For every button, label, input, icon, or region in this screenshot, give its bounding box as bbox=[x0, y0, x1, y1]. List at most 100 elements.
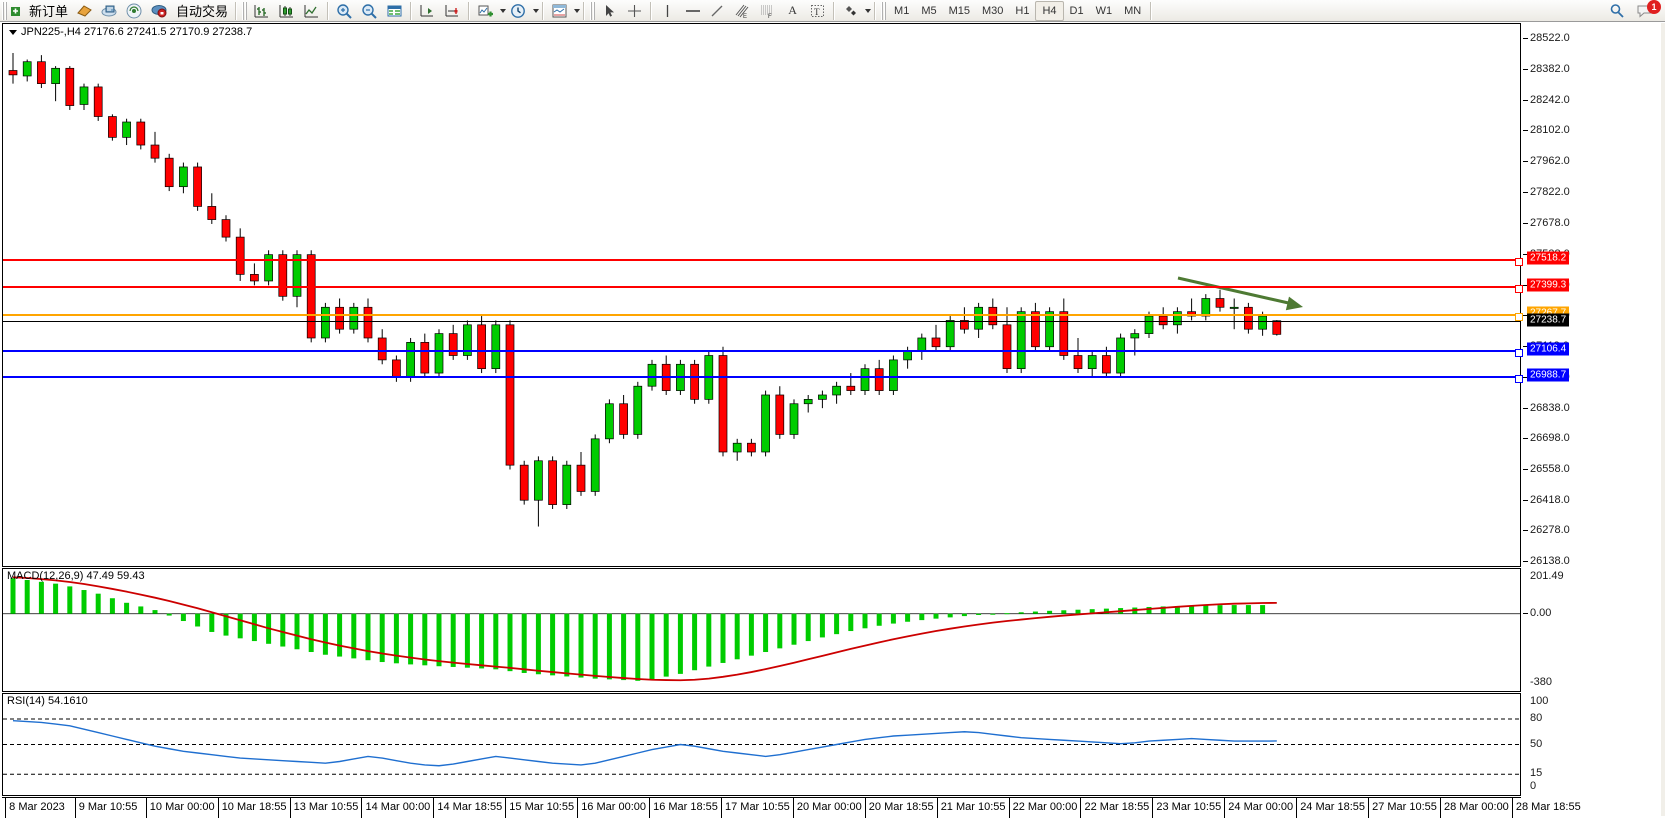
period-w1[interactable]: W1 bbox=[1095, 4, 1113, 17]
shapes-dropdown-caret[interactable] bbox=[865, 8, 872, 13]
time-axis-label: 8 Mar 2023 bbox=[9, 801, 65, 813]
expert-advisor-button[interactable] bbox=[72, 1, 97, 21]
period-m1[interactable]: M1 bbox=[894, 4, 910, 17]
search-button[interactable] bbox=[1604, 1, 1629, 21]
new-order-button[interactable] bbox=[9, 1, 25, 21]
level-line-resistance-upper[interactable] bbox=[3, 258, 1523, 267]
auto-scroll-icon bbox=[420, 4, 434, 16]
level-handle[interactable] bbox=[1515, 284, 1523, 293]
time-axis-label: 10 Mar 00:00 bbox=[149, 801, 215, 813]
new-order-label[interactable]: 新订单 bbox=[29, 4, 69, 19]
main-toolbar: 新订单 bbox=[0, 0, 1665, 22]
indicators-button[interactable] bbox=[473, 1, 498, 21]
data-window-button[interactable] bbox=[97, 1, 122, 21]
level-handle[interactable] bbox=[1515, 348, 1523, 357]
time-tick bbox=[649, 798, 651, 818]
period-m5[interactable]: M5 bbox=[921, 4, 937, 17]
time-tick bbox=[1152, 798, 1154, 818]
grid-button[interactable] bbox=[382, 1, 407, 21]
price-tick bbox=[1523, 346, 1528, 348]
price-pane[interactable]: JPN225-,H4 27176.6 27241.5 27170.9 27238… bbox=[2, 23, 1523, 567]
equidistant-channel-button[interactable]: E bbox=[730, 1, 755, 21]
price-tick bbox=[1523, 69, 1528, 71]
chart-menu-caret[interactable] bbox=[9, 29, 17, 35]
shapes-icon bbox=[846, 5, 857, 15]
text-box-button[interactable]: T bbox=[805, 1, 830, 21]
period-button[interactable] bbox=[506, 1, 531, 21]
signals-button[interactable] bbox=[122, 1, 147, 21]
time-axis-label: 14 Mar 00:00 bbox=[365, 801, 431, 813]
level-line-resistance-lower[interactable] bbox=[3, 284, 1523, 293]
rsi-tick-label: 50 bbox=[1530, 737, 1543, 750]
right-scroll-gutter[interactable] bbox=[1661, 23, 1665, 816]
time-axis[interactable]: 8 Mar 2023 9 Mar 10:55 10 Mar 00:00 10 Mar … bbox=[2, 797, 1581, 818]
annotation-layer[interactable] bbox=[3, 24, 1520, 566]
shapes-button[interactable] bbox=[838, 1, 863, 21]
price-tick-label: 26698.0 bbox=[1530, 432, 1570, 445]
period-m30[interactable]: M30 bbox=[982, 4, 1004, 17]
time-axis-label: 24 Mar 18:55 bbox=[1300, 801, 1366, 813]
vertical-line-button[interactable] bbox=[655, 1, 680, 21]
fibonacci-button[interactable]: F bbox=[755, 1, 780, 21]
macd-tick-label: 201.49 bbox=[1530, 570, 1564, 582]
period-h4[interactable]: H4 bbox=[1035, 0, 1064, 21]
time-tick bbox=[792, 798, 794, 818]
templates-dropdown-caret[interactable] bbox=[574, 8, 581, 13]
crosshair-button[interactable] bbox=[622, 1, 647, 21]
indicators-dropdown-caret[interactable] bbox=[500, 8, 507, 13]
alerts-button[interactable]: 1 bbox=[1633, 0, 1661, 20]
horizontal-line-button[interactable] bbox=[680, 1, 705, 21]
period-mn[interactable]: MN bbox=[1124, 4, 1142, 17]
zoom-out-button[interactable] bbox=[357, 1, 382, 21]
line-chart-button[interactable] bbox=[299, 1, 324, 21]
auto-trading-label[interactable]: 自动交易 bbox=[176, 4, 229, 19]
price-tag-support-upper[interactable]: 27106.4 bbox=[1527, 342, 1570, 356]
period-dropdown-caret[interactable] bbox=[533, 8, 540, 13]
level-line-support-upper[interactable] bbox=[3, 348, 1523, 357]
periods-grip[interactable] bbox=[881, 1, 887, 20]
level-line-pivot[interactable] bbox=[3, 313, 1523, 322]
period-m15[interactable]: M15 bbox=[948, 4, 970, 17]
chart-shift-button[interactable] bbox=[440, 1, 465, 21]
price-tick bbox=[1523, 561, 1528, 563]
price-tag-resistance-lower[interactable]: 27399.3 bbox=[1527, 278, 1570, 291]
level-line-last-price[interactable] bbox=[3, 320, 1520, 322]
market-button[interactable] bbox=[147, 1, 172, 21]
line-chart-icon bbox=[304, 4, 319, 17]
period-h1[interactable]: H1 bbox=[1015, 4, 1030, 17]
rsi-line bbox=[12, 720, 1277, 767]
level-line-support-lower[interactable] bbox=[3, 374, 1523, 383]
candlestick-chart-button[interactable] bbox=[274, 1, 299, 21]
zoom-in-button[interactable] bbox=[332, 1, 357, 21]
rsi-pane[interactable]: RSI(14) 54.1610 bbox=[2, 693, 1521, 796]
trendline-button[interactable] bbox=[705, 1, 730, 21]
cursor-button[interactable] bbox=[597, 1, 622, 21]
price-tag-last-price[interactable]: 27238.7 bbox=[1527, 313, 1570, 327]
level-handle[interactable] bbox=[1515, 374, 1523, 383]
time-tick bbox=[289, 798, 291, 818]
price-tag-resistance-upper[interactable]: 27518.2 bbox=[1527, 251, 1570, 265]
time-axis-label: 20 Mar 18:55 bbox=[868, 801, 934, 813]
draw-tools-grip[interactable] bbox=[590, 1, 596, 20]
auto-scroll-button[interactable] bbox=[415, 1, 440, 21]
time-tick bbox=[720, 798, 722, 818]
time-axis-label: 14 Mar 18:55 bbox=[437, 801, 503, 813]
price-tag-support-lower[interactable]: 26988.7 bbox=[1527, 368, 1570, 382]
chart-tools-grip[interactable] bbox=[242, 1, 248, 20]
price-tick bbox=[1523, 284, 1528, 286]
templates-button[interactable] bbox=[547, 1, 572, 21]
time-tick bbox=[577, 798, 579, 818]
text-label-button[interactable]: A bbox=[788, 3, 797, 17]
bar-chart-button[interactable] bbox=[249, 1, 274, 21]
time-tick bbox=[361, 798, 363, 818]
time-axis-label: 27 Mar 10:55 bbox=[1372, 801, 1437, 813]
macd-pane[interactable]: MACD(12,26,9) 47.49 59.43 bbox=[2, 568, 1521, 692]
price-tick bbox=[1523, 161, 1528, 163]
new-order-icon bbox=[11, 6, 20, 16]
toolbar-grip[interactable] bbox=[2, 1, 7, 20]
level-handle[interactable] bbox=[1515, 258, 1523, 267]
scale-column[interactable]: 28522.0 28382.0 28242.0 28102.0 27962.0 27822… bbox=[1523, 23, 1663, 796]
period-d1[interactable]: D1 bbox=[1069, 4, 1084, 17]
time-axis-label: 16 Mar 00:00 bbox=[581, 801, 647, 813]
rsi-label: RSI(14) 54.1610 bbox=[7, 695, 88, 707]
